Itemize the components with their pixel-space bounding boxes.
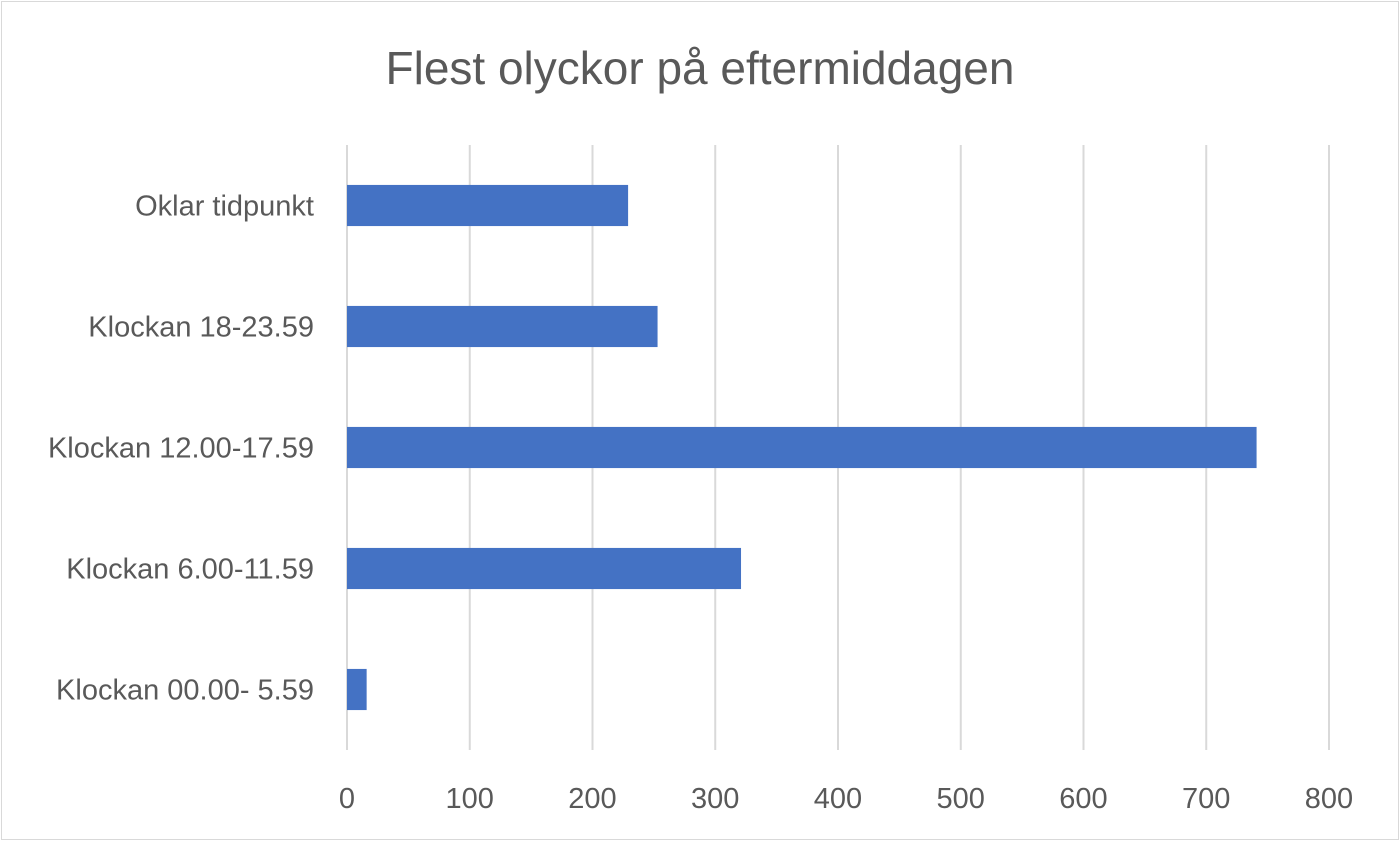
x-axis-tick-labels: 0 100 200 300 400 500 600 700 800 (339, 783, 1353, 815)
category-label: Klockan 18-23.59 (88, 312, 314, 344)
x-tick-label: 500 (937, 783, 985, 815)
category-label: Klockan 00.00- 5.59 (56, 675, 314, 707)
bar (347, 305, 658, 348)
x-tick-label: 300 (691, 783, 739, 815)
bar (347, 184, 629, 227)
bar (347, 426, 1257, 469)
bars (347, 184, 1257, 711)
x-tick-label: 600 (1059, 783, 1107, 815)
category-label: Klockan 6.00-11.59 (66, 554, 314, 586)
x-tick-label: 0 (339, 783, 355, 815)
x-tick-label: 100 (446, 783, 494, 815)
x-tick-label: 400 (814, 783, 862, 815)
category-label: Klockan 12.00-17.59 (48, 433, 314, 465)
chart-title: Flest olyckor på eftermiddagen (386, 42, 1015, 94)
x-tick-label: 800 (1305, 783, 1353, 815)
bar (347, 547, 742, 590)
x-tick-label: 200 (568, 783, 616, 815)
category-labels: Oklar tidpunkt Klockan 18-23.59 Klockan 12… (48, 191, 314, 707)
category-label: Oklar tidpunkt (135, 191, 314, 223)
bar (347, 668, 367, 711)
x-tick-label: 700 (1182, 783, 1230, 815)
